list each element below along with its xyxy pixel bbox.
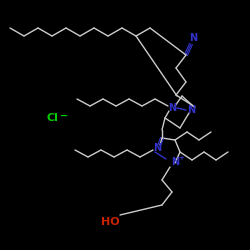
Text: −: − — [60, 111, 68, 121]
Text: +: + — [178, 155, 184, 161]
Text: N: N — [189, 33, 197, 43]
Text: N: N — [153, 143, 161, 153]
Text: Cl: Cl — [46, 113, 58, 123]
Text: N: N — [168, 103, 176, 113]
Text: HO: HO — [101, 217, 119, 227]
Text: N: N — [187, 105, 195, 115]
Text: N: N — [171, 157, 179, 167]
